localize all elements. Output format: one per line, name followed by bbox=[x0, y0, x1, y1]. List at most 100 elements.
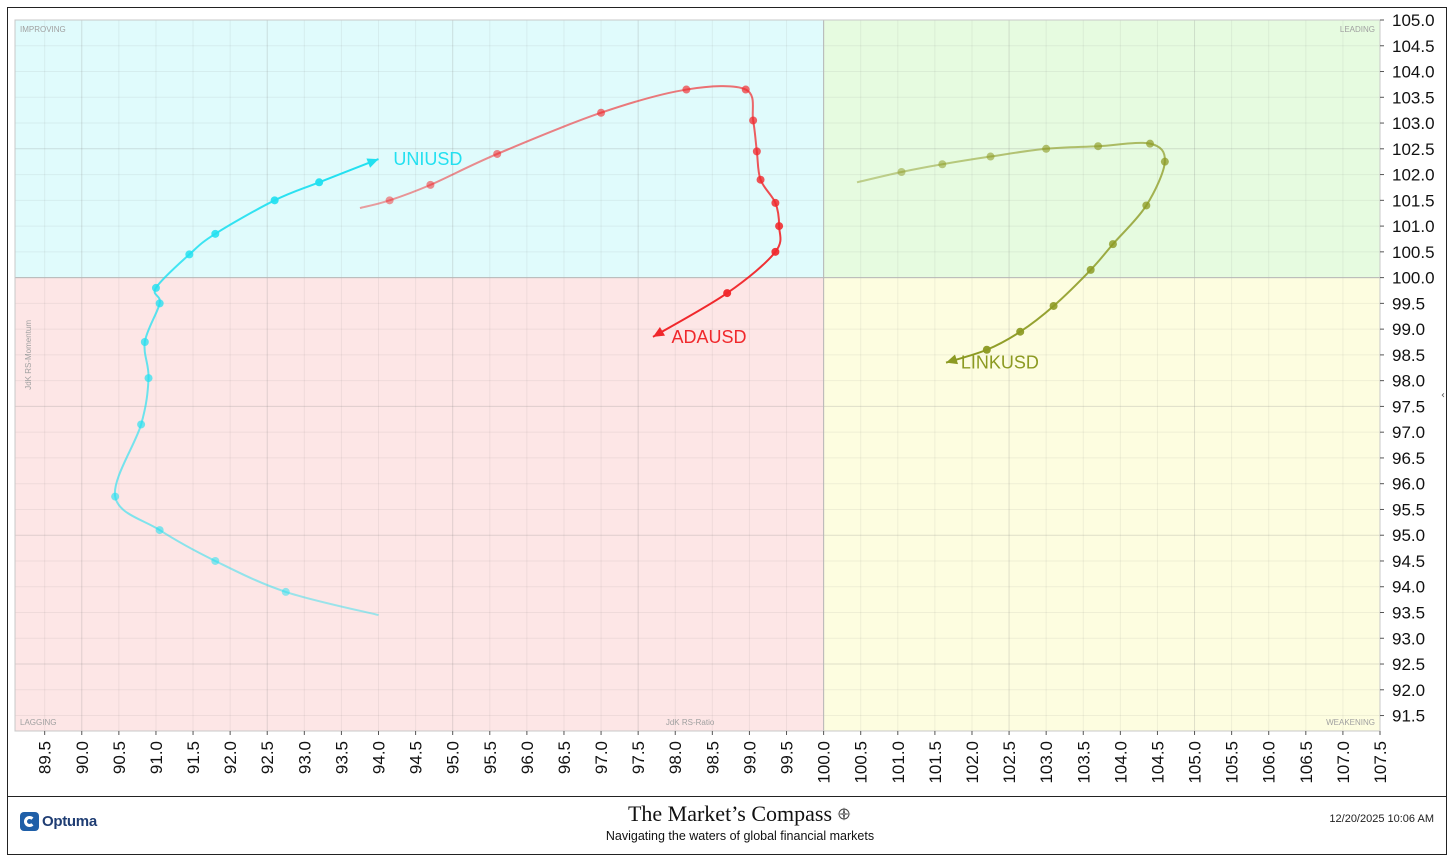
x-tick-label: 96.5 bbox=[555, 741, 574, 774]
x-tick-label: 107.0 bbox=[1334, 741, 1353, 784]
series-arrowhead bbox=[652, 326, 666, 337]
quadrant-lagging bbox=[15, 277, 824, 731]
series-segment bbox=[274, 181, 320, 202]
x-tick-label: 90.0 bbox=[73, 741, 92, 774]
series-point bbox=[1049, 301, 1058, 310]
y-tick-label: 91.5 bbox=[1392, 707, 1425, 726]
series-point bbox=[270, 196, 279, 205]
series-point bbox=[1016, 327, 1025, 336]
y-tick-label: 99.0 bbox=[1392, 320, 1425, 339]
quadrant-label-improving: IMPROVING bbox=[20, 25, 66, 34]
series-segment bbox=[389, 183, 431, 202]
y-tick-label: 103.5 bbox=[1392, 88, 1435, 107]
series-point bbox=[771, 198, 780, 207]
x-tick-label: 94.5 bbox=[407, 741, 426, 774]
y-tick-label: 102.5 bbox=[1392, 140, 1435, 159]
y-tick-label: 97.0 bbox=[1392, 423, 1425, 442]
quadrant-weakening bbox=[823, 277, 1380, 731]
y-tick-label: 104.0 bbox=[1392, 63, 1435, 82]
plot-area-border bbox=[14, 19, 1381, 732]
series-point bbox=[211, 556, 220, 565]
x-tick-label: 92.0 bbox=[221, 741, 240, 774]
series-segment bbox=[496, 111, 602, 155]
x-tick-label: 93.5 bbox=[332, 741, 351, 774]
series-point bbox=[1094, 142, 1103, 151]
series-point bbox=[1160, 157, 1169, 166]
series-point bbox=[155, 299, 164, 308]
series-segment bbox=[114, 496, 161, 531]
x-tick-label: 97.0 bbox=[592, 741, 611, 774]
series-point bbox=[144, 374, 153, 383]
series-point bbox=[1086, 265, 1095, 274]
series-label: LINKUSD bbox=[961, 353, 1039, 373]
x-tick-label: 104.0 bbox=[1111, 741, 1130, 784]
brand-subtitle: Navigating the waters of global financia… bbox=[605, 829, 875, 843]
series-point bbox=[749, 116, 758, 125]
footer-divider bbox=[7, 796, 1447, 797]
series-point bbox=[211, 229, 220, 238]
y-tick-label: 96.5 bbox=[1392, 449, 1425, 468]
y-tick-label: 92.0 bbox=[1392, 681, 1425, 700]
y-tick-label: 105.0 bbox=[1392, 11, 1435, 30]
y-tick-label: 96.0 bbox=[1392, 475, 1425, 494]
x-tick-label: 92.5 bbox=[258, 741, 277, 774]
x-tick-label: 90.5 bbox=[110, 741, 129, 774]
series-arrowhead bbox=[366, 158, 379, 168]
x-tick-label: 91.0 bbox=[147, 741, 166, 774]
x-tick-label: 93.0 bbox=[295, 741, 314, 774]
x-tick-label: 106.0 bbox=[1260, 741, 1279, 784]
collapse-panel-icon[interactable]: ‹ bbox=[1441, 390, 1445, 401]
series-point bbox=[1042, 144, 1051, 153]
series-point bbox=[185, 250, 194, 259]
optuma-logo: Optuma bbox=[20, 812, 97, 831]
x-tick-label: 89.5 bbox=[36, 741, 55, 774]
x-tick-label: 98.5 bbox=[703, 741, 722, 774]
quadrant-label-leading: LEADING bbox=[1340, 25, 1375, 34]
series-segment bbox=[285, 590, 379, 617]
series-point bbox=[741, 85, 750, 94]
x-tick-label: 98.0 bbox=[666, 741, 685, 774]
y-tick-label: 102.0 bbox=[1392, 166, 1435, 185]
series-point bbox=[137, 420, 146, 429]
series-point bbox=[986, 152, 995, 161]
x-tick-label: 91.5 bbox=[184, 741, 203, 774]
series-point bbox=[775, 222, 784, 231]
y-tick-label: 98.5 bbox=[1392, 346, 1425, 365]
series-point bbox=[493, 149, 502, 158]
series-point bbox=[111, 492, 120, 501]
x-tick-label: 94.0 bbox=[370, 741, 389, 774]
series-segment bbox=[114, 424, 143, 497]
x-tick-label: 107.5 bbox=[1371, 741, 1390, 784]
x-tick-label: 102.0 bbox=[963, 741, 982, 784]
series-point bbox=[1146, 139, 1155, 148]
y-tick-label: 94.0 bbox=[1392, 578, 1425, 597]
series-segment bbox=[600, 88, 687, 114]
series-segment bbox=[214, 199, 276, 235]
x-tick-label: 101.5 bbox=[926, 741, 945, 784]
x-tick-label: 99.0 bbox=[740, 741, 759, 774]
y-tick-label: 100.5 bbox=[1392, 243, 1435, 262]
x-tick-label: 104.5 bbox=[1148, 741, 1167, 784]
x-tick-label: 105.5 bbox=[1223, 741, 1242, 784]
brand-title-row: The Market’s Compass bbox=[628, 801, 852, 827]
series-point bbox=[155, 526, 164, 535]
x-tick-label: 103.0 bbox=[1037, 741, 1056, 784]
quadrant-label-lagging: LAGGING bbox=[20, 718, 56, 727]
y-tick-label: 103.0 bbox=[1392, 114, 1435, 133]
series-point bbox=[752, 147, 761, 156]
series-segment bbox=[990, 147, 1047, 158]
compass-icon bbox=[837, 807, 852, 821]
series-arrowhead bbox=[946, 354, 959, 365]
series-segment bbox=[359, 199, 390, 210]
series-label: ADAUSD bbox=[672, 327, 747, 347]
y-tick-label: 93.0 bbox=[1392, 629, 1425, 648]
y-tick-label: 97.5 bbox=[1392, 397, 1425, 416]
x-tick-label: 106.5 bbox=[1297, 741, 1316, 784]
series-point bbox=[140, 338, 149, 347]
series-point bbox=[897, 167, 906, 176]
x-tick-label: 96.0 bbox=[518, 741, 537, 774]
y-tick-label: 92.5 bbox=[1392, 655, 1425, 674]
x-tick-label: 101.0 bbox=[889, 741, 908, 784]
series-segment bbox=[1046, 145, 1099, 150]
series-segment bbox=[856, 171, 902, 184]
